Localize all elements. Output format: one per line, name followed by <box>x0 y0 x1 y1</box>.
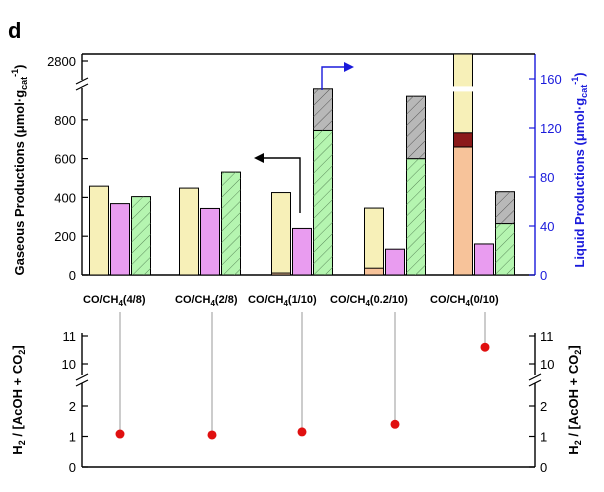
right-tick-label: 80 <box>540 170 554 185</box>
bar-yellow <box>179 187 199 276</box>
left-axis-arrow <box>254 153 301 213</box>
bar-orange-stack <box>364 267 384 276</box>
panel-label: d <box>8 18 21 43</box>
bottom-left-axis-title: H2 / [AcOH + CO2] <box>10 345 27 454</box>
bar-pink <box>474 243 494 276</box>
bar-grey-hatch <box>313 88 333 131</box>
ratio-point <box>297 427 307 437</box>
category-label: CO/CH4(0.2/10) <box>330 294 408 308</box>
right-tick-label: 120 <box>540 121 562 136</box>
bar-group <box>89 53 515 276</box>
category-label: CO/CH4(4/8) <box>83 294 146 308</box>
bottom-right-tick-label: 0 <box>540 460 547 475</box>
bar-yellow <box>89 185 109 276</box>
ratio-point-group <box>115 312 490 440</box>
bar-yellow <box>271 192 291 276</box>
ratio-point <box>480 342 490 352</box>
bar-grey-hatch <box>495 191 515 224</box>
ratio-point <box>115 429 125 439</box>
left-axis-title: Gaseous Productions (μmol·gcat-1) <box>10 64 29 275</box>
bar-green-hatch <box>313 130 333 275</box>
bottom-left-tick-label: 0 <box>69 460 76 475</box>
bar-orange-stack <box>453 146 473 276</box>
bottom-axis-breaks <box>75 373 542 387</box>
left-axis-break <box>75 77 89 91</box>
right-tick-group: 0 40 80 120 160 <box>529 72 562 283</box>
category-label: CO/CH4(2/8) <box>175 294 238 308</box>
left-tick-label: 0 <box>69 268 76 283</box>
bottom-left-tick-label: 2 <box>69 399 76 414</box>
bar-yellow <box>364 207 384 276</box>
bar-pink <box>110 203 130 276</box>
right-tick-label: 40 <box>540 219 554 234</box>
right-axis-arrow <box>321 62 354 90</box>
bottom-right-tick-label: 11 <box>540 329 554 344</box>
bar-break-gap <box>451 86 475 92</box>
bar-green-hatch <box>406 158 426 275</box>
right-tick-label: 160 <box>540 72 562 87</box>
left-tick-label: 2800 <box>47 54 76 69</box>
left-tick-label: 800 <box>54 113 76 128</box>
bar-green-hatch <box>221 172 241 275</box>
category-label: CO/CH4(1/10) <box>248 294 317 308</box>
bottom-left-tick-label: 1 <box>69 430 76 445</box>
bar-dark-stack <box>453 132 473 148</box>
category-label: CO/CH4(0/10) <box>430 294 499 308</box>
bottom-right-axis-title: H2 / [AcOH + CO2] <box>566 345 583 454</box>
left-tick-label: 400 <box>54 190 76 205</box>
bottom-left-tick-label: 11 <box>63 329 77 344</box>
category-label-group: CO/CH4(4/8) CO/CH4(2/8) CO/CH4(1/10) CO/CH4… <box>83 294 499 308</box>
bottom-left-tick-label: 10 <box>62 357 76 372</box>
bottom-right-tick-label: 10 <box>540 357 554 372</box>
right-tick-label: 0 <box>540 268 547 283</box>
bar-grey-hatch <box>406 96 426 159</box>
left-tick-label: 600 <box>54 152 76 167</box>
bar-green-hatch <box>495 223 515 275</box>
bottom-right-tick-label: 2 <box>540 399 547 414</box>
ratio-point <box>390 419 400 429</box>
bar-pink <box>292 227 312 276</box>
bar-orange-stack <box>271 272 291 276</box>
bar-pink <box>200 207 220 276</box>
bottom-right-tick-label: 1 <box>540 430 547 445</box>
bar-pink <box>385 248 405 276</box>
left-tick-group: 0 200 400 600 800 2800 <box>47 54 88 283</box>
left-tick-label: 200 <box>54 229 76 244</box>
ratio-point <box>207 430 217 440</box>
right-axis-title: Liquid Productions (μmol·gcat-1) <box>570 72 589 267</box>
bar-green-hatch <box>131 196 151 275</box>
